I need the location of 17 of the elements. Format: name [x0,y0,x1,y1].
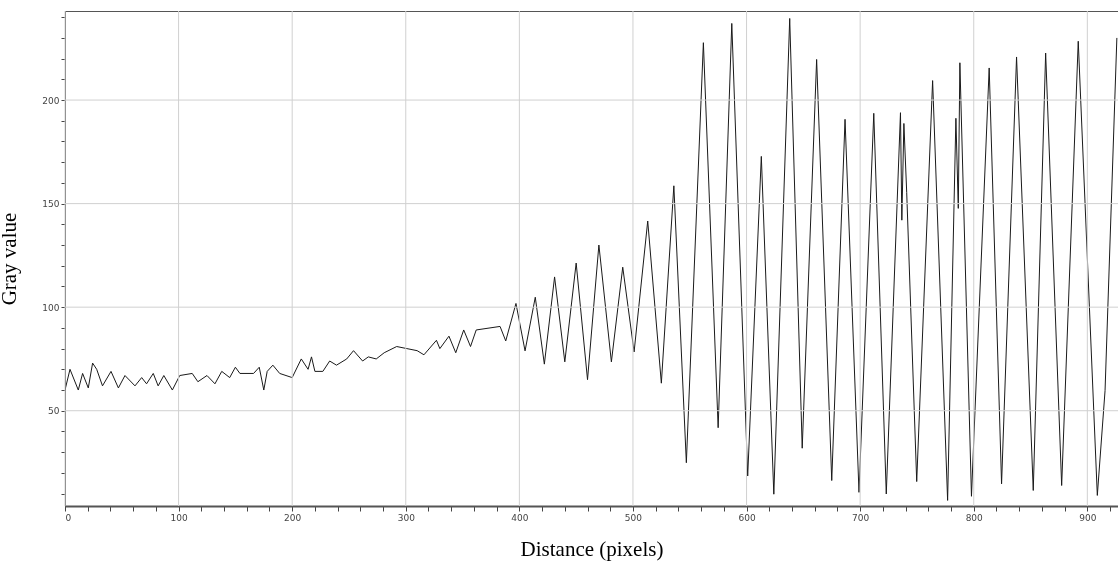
y-tick-label: 50 [48,406,60,417]
x-tick-label: 500 [624,512,643,523]
line-series [65,17,1118,501]
x-tick-label: 300 [397,512,416,523]
x-tick-label: 900 [1079,512,1097,523]
y-tick-label: 200 [42,95,60,106]
x-tick-label: 800 [965,512,984,523]
y-tick-label: 100 [42,302,60,313]
x-tick-label: 200 [284,512,302,523]
y-tick-label: 150 [42,199,60,210]
x-tick-label: 0 [65,512,72,523]
y-axis-title: Gray value [0,212,22,306]
x-tick-label: 600 [738,512,756,523]
x-tick-label: 400 [511,512,529,523]
x-axis-title: Distance (pixels) [520,536,664,561]
x-tick-label: 700 [852,512,870,523]
x-tick-label: 100 [170,512,188,523]
